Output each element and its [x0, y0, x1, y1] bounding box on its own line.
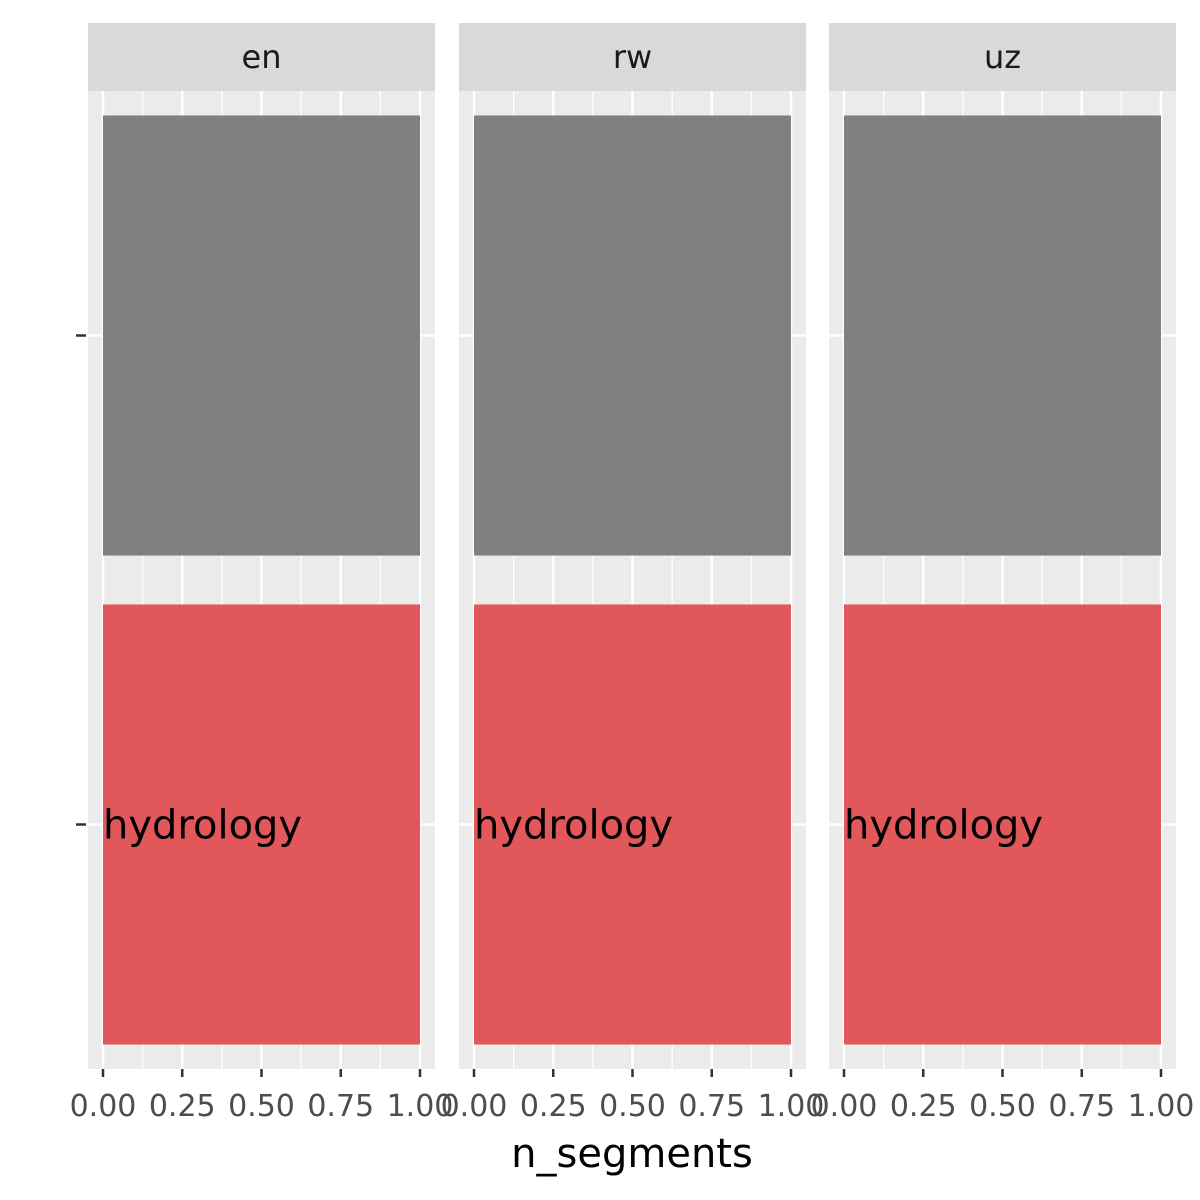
x-tick-label: 0.50 [599, 1089, 666, 1124]
x-axis-title: n_segments [511, 1131, 753, 1177]
facet-panel-rw: rw hydrology 0.00 0.25 0.50 0.75 1.00 [441, 23, 825, 1124]
x-tick-label: 0.50 [969, 1089, 1036, 1124]
facet-panel-uz: uz hydrology 0.00 0.25 0.50 0.75 1.00 [811, 23, 1195, 1124]
bar [103, 604, 420, 1045]
x-tick-label: 1.00 [1128, 1089, 1195, 1124]
x-tick-label: 0.50 [228, 1089, 295, 1124]
bar [844, 604, 1161, 1045]
x-tick-label: 0.00 [70, 1089, 137, 1124]
x-tick-label: 0.25 [890, 1089, 957, 1124]
bar-label: hydrology [474, 803, 673, 849]
x-tick-label: 0.75 [678, 1089, 745, 1124]
facet-panel-en: en hydrology 0.00 0.25 0.50 0.75 1.00 [70, 23, 454, 1124]
bar [103, 115, 420, 556]
x-tick-label: 1.00 [758, 1089, 825, 1124]
x-tick-label: 0.00 [811, 1089, 878, 1124]
facet-strip-label: rw [613, 38, 652, 76]
x-tick-label: 0.75 [1048, 1089, 1115, 1124]
x-tick-label: 0.25 [149, 1089, 216, 1124]
bar [474, 115, 791, 556]
bar-label: hydrology [844, 803, 1043, 849]
bar-label: hydrology [103, 803, 302, 849]
bar [474, 604, 791, 1045]
facet-panels: en hydrology 0.00 0.25 0.50 0.75 1.00 rw hydrolo… [70, 23, 1195, 1124]
bar [844, 115, 1161, 556]
x-tick-label: 1.00 [387, 1089, 454, 1124]
y-axis [76, 334, 86, 826]
x-tick-label: 0.25 [520, 1089, 587, 1124]
facet-strip-label: uz [984, 38, 1021, 76]
facet-strip [459, 23, 806, 91]
facet-strip [829, 23, 1176, 91]
x-tick-label: 0.75 [307, 1089, 374, 1124]
facet-strip [88, 23, 435, 91]
x-tick-label: 0.00 [441, 1089, 508, 1124]
facet-strip-label: en [242, 38, 282, 76]
